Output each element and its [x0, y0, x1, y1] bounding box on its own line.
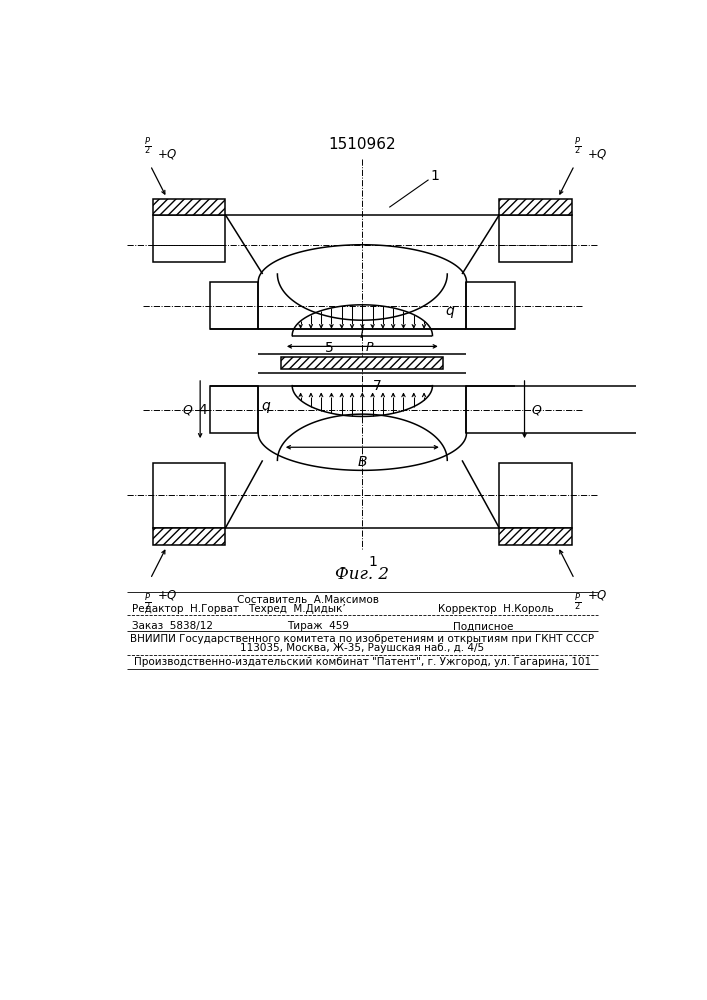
Bar — [153, 463, 226, 528]
Text: Корректор  Н.Король: Корректор Н.Король — [438, 604, 554, 614]
Text: $q$: $q$ — [261, 400, 271, 415]
Text: 1: 1 — [431, 169, 440, 183]
Text: 4: 4 — [199, 403, 207, 417]
Text: Составитель  А.Максимов: Составитель А.Максимов — [237, 595, 378, 605]
Bar — [499, 528, 572, 545]
Text: $\frac{P}{2}$: $\frac{P}{2}$ — [573, 135, 580, 157]
Bar — [153, 199, 226, 215]
Text: Подписное: Подписное — [452, 621, 513, 631]
Text: $+Q$: $+Q$ — [587, 147, 607, 161]
Bar — [210, 386, 258, 433]
Text: $P$: $P$ — [365, 341, 375, 354]
Text: 7: 7 — [373, 379, 382, 393]
Text: $\frac{P}{2}$: $\frac{P}{2}$ — [144, 135, 151, 157]
Text: Производственно-издательский комбинат "Патент", г. Ужгород, ул. Гагарина, 101: Производственно-издательский комбинат "П… — [134, 657, 591, 667]
Text: $q$: $q$ — [445, 305, 455, 320]
Text: Редактор  Н.Горват: Редактор Н.Горват — [132, 604, 239, 614]
Text: $l$: $l$ — [359, 326, 366, 341]
Text: $+Q$: $+Q$ — [158, 147, 178, 161]
Text: ВНИИПИ Государственного комитета по изобретениям и открытиям при ГКНТ СССР: ВНИИПИ Государственного комитета по изоб… — [130, 634, 595, 644]
Text: $B$: $B$ — [357, 455, 368, 469]
Text: $+Q$: $+Q$ — [158, 588, 178, 602]
Text: Фиг. 2: Фиг. 2 — [335, 566, 390, 583]
Bar — [210, 282, 258, 329]
Text: $\frac{P}{2}$: $\frac{P}{2}$ — [144, 591, 151, 613]
Bar — [153, 215, 226, 262]
Text: $Q$: $Q$ — [531, 403, 542, 417]
Text: 1510962: 1510962 — [329, 137, 396, 152]
Text: 1: 1 — [369, 555, 378, 569]
Bar — [281, 357, 443, 369]
Bar — [499, 199, 572, 215]
Bar — [153, 528, 226, 545]
Text: $+Q$: $+Q$ — [587, 588, 607, 602]
Text: Техред  М.Дидык’: Техред М.Дидык’ — [247, 604, 346, 614]
Text: $\frac{P}{2}$: $\frac{P}{2}$ — [573, 591, 580, 613]
Bar — [499, 463, 572, 528]
Text: Тираж  459: Тираж 459 — [288, 621, 349, 631]
Text: 5: 5 — [325, 341, 334, 355]
Bar — [467, 282, 515, 329]
Bar — [467, 386, 707, 433]
Text: Заказ  5838/12: Заказ 5838/12 — [132, 621, 214, 631]
Text: 113035, Москва, Ж-35, Раушская наб., д. 4/5: 113035, Москва, Ж-35, Раушская наб., д. … — [240, 643, 484, 653]
Bar — [499, 215, 572, 262]
Text: $Q$: $Q$ — [182, 403, 194, 417]
